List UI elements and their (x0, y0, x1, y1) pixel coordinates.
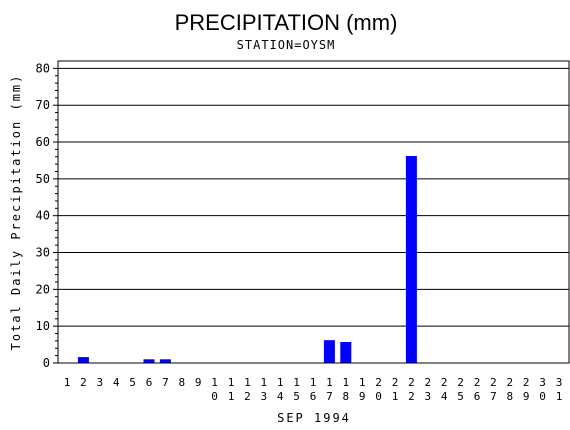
x-tick-label-4: 4 (113, 376, 120, 389)
grid-layer (58, 67, 569, 327)
y-tick-label-0: 0 (43, 356, 50, 370)
x-tick-label-1: 1 (64, 376, 71, 389)
plot-area-frame (57, 60, 570, 364)
x-tick-label-6: 6 (146, 376, 153, 389)
y-tick-label-50: 50 (36, 172, 50, 186)
bar-day-2 (77, 357, 89, 363)
bar-day-6 (143, 359, 155, 363)
x-axis-label: SEP 1994 (277, 411, 351, 425)
x-tick-label-8: 8 (178, 376, 185, 389)
y-tick-label-60: 60 (36, 135, 50, 149)
x-tick-label-9: 9 (195, 376, 202, 389)
y-tick-label-70: 70 (36, 98, 50, 112)
y-tick-label-80: 80 (36, 61, 50, 75)
y-tick-label-20: 20 (36, 282, 50, 296)
chart-subtitle: STATION=OYSM (237, 38, 336, 52)
y-tick-label-10: 10 (36, 319, 50, 333)
chart-title: PRECIPITATION (mm) (175, 10, 398, 35)
bar-layer (77, 156, 417, 363)
bar-day-17 (323, 340, 335, 363)
y-tick-label-30: 30 (36, 246, 50, 260)
x-tick-label-5: 5 (129, 376, 136, 389)
x-tick-label-2: 2 (80, 376, 87, 389)
x-tick-label-7: 7 (162, 376, 169, 389)
bar-day-18 (340, 342, 352, 363)
bar-day-7 (159, 359, 171, 363)
bar-day-22 (405, 156, 417, 363)
x-tick-label-3: 3 (96, 376, 103, 389)
y-tick-label-40: 40 (36, 209, 50, 223)
y-axis-label: Total Daily Precipitation (mm) (9, 74, 23, 351)
